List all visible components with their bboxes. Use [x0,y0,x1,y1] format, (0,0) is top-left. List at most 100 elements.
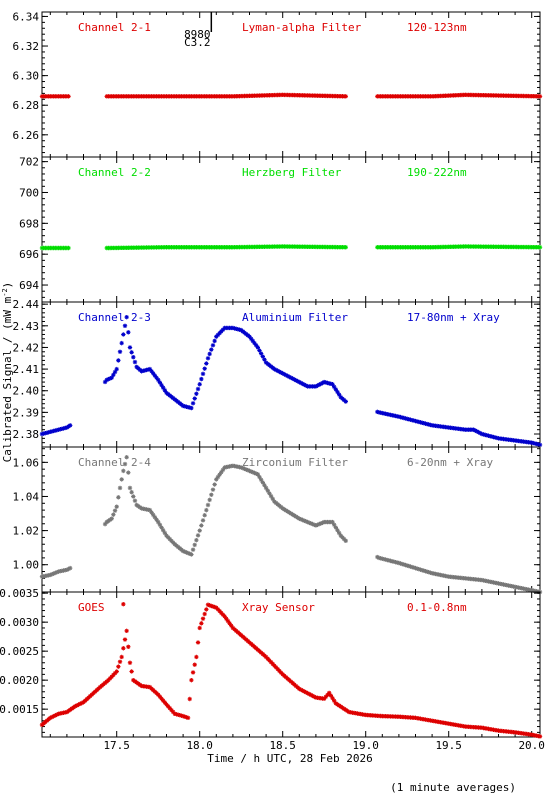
data-point [68,565,73,571]
data-point [109,674,114,679]
data-point [122,461,128,467]
data-point [260,480,265,485]
data-point [214,605,219,610]
data-point [111,672,116,678]
data-point [205,502,211,508]
data-point [240,634,246,639]
data-point [184,550,189,555]
data-point [134,364,139,370]
data-point [207,603,212,608]
data-point [270,661,275,667]
data-point [151,687,156,693]
data-point [474,429,480,434]
data-point [302,689,307,694]
data-point [182,549,187,554]
data-point [212,482,217,487]
y-tick-label: 2.40 [13,385,40,398]
data-point [408,564,413,569]
data-point [248,469,254,474]
data-point [298,517,304,522]
data-point [195,386,201,392]
data-point [250,470,256,475]
panel-label-3: 190-222nm [407,166,467,179]
panel-label-2: Aluminium Filter [242,311,348,324]
data-point [253,343,259,348]
data-point [313,523,319,528]
data-point [258,650,264,655]
data-point [107,376,113,381]
data-point [232,627,237,632]
data-point [257,348,262,353]
data-point [197,382,202,387]
data-point [116,664,121,669]
y-tick-label: 2.38 [13,428,40,441]
panel-2: 694 696 698 700 702 Channel 2-2 Herzberg Filte… [19,156,543,303]
data-point [190,547,196,552]
data-point [190,670,196,675]
data-point [104,377,109,383]
panel-label-3: 17-80nm + Xray [407,311,500,324]
data-point [66,94,71,99]
data-point [91,690,96,696]
data-point [239,633,244,638]
data-point [333,525,339,530]
panel-label-1: Channel 2-2 [78,166,151,179]
data-point [305,691,310,696]
data-point [252,340,257,346]
data-point [265,656,270,661]
data-point [199,621,204,626]
data-point [235,630,241,635]
data-point [300,517,305,523]
data-point [297,516,302,521]
data-point [263,485,269,491]
data-point [287,677,292,683]
data-point [333,387,339,392]
series-1 [39,92,543,99]
data-point [102,379,108,385]
data-point [331,698,337,703]
y-tick-label: 1.00 [13,559,40,572]
data-point [49,572,55,577]
data-point [106,677,111,683]
data-point [109,375,114,380]
data-point [214,477,219,482]
data-point [272,663,277,668]
data-point [156,692,161,697]
data-point [180,713,186,719]
data-point [96,686,101,691]
data-point [303,690,309,695]
data-point [403,562,408,568]
data-point [127,660,133,665]
data-point [149,369,154,374]
data-point [315,383,320,388]
data-point [406,563,412,569]
y-axis-title: Calibrated Signal / (mW m-2) [1,282,14,463]
data-point [322,696,327,701]
data-point [185,715,191,721]
data-point [219,470,224,475]
data-point [73,704,78,709]
data-point [207,351,212,357]
data-point [159,382,164,388]
data-point [190,401,196,406]
data-point [200,371,206,377]
data-point [295,379,300,384]
data-point [320,520,325,525]
data-point [220,467,226,473]
data-point [265,488,270,493]
data-point [54,570,60,575]
y-tick-label: 6.26 [13,129,40,142]
data-point [217,472,222,477]
data-point [215,607,221,612]
data-point [302,382,307,387]
data-point [248,336,254,341]
series-3 [39,314,543,448]
data-point [77,701,83,707]
data-point [282,372,287,377]
data-point [156,377,161,383]
data-point [220,612,226,617]
data-point [257,474,262,480]
data-point [243,637,249,642]
data-point [268,493,274,499]
data-point [210,487,216,492]
